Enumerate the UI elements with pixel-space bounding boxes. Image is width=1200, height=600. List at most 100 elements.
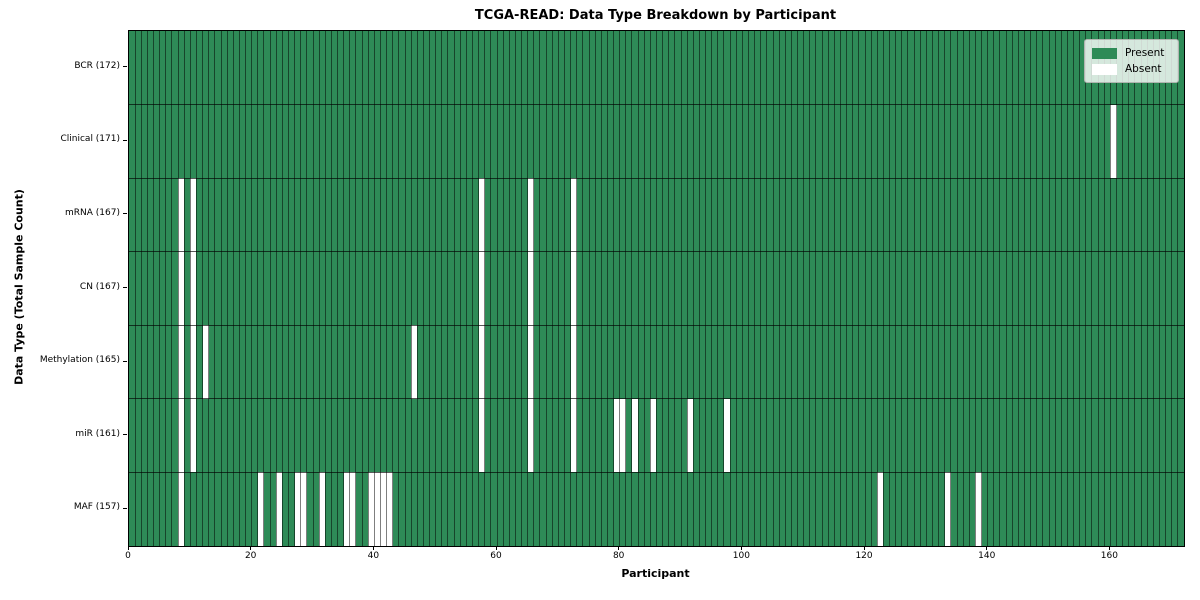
cell-divider-line [821,31,823,546]
cell-divider-line [876,31,878,546]
cell-divider-line [1060,31,1062,546]
absent-bar [178,251,185,326]
cell-divider-line [312,31,314,546]
x-tick-label: 60 [490,551,502,561]
cell-divider-line [600,31,602,546]
cell-divider-line [251,31,253,546]
cell-divider-line [459,31,461,546]
cell-divider-line [1146,31,1148,546]
cell-divider-line [956,31,958,546]
y-tick-label: MAF (157) [73,502,120,513]
x-tick-mark [1108,546,1110,550]
x-tick-mark [863,546,865,550]
cell-divider-line [649,31,651,546]
cell-divider-line [987,31,989,546]
cell-divider-line [324,31,326,546]
cell-divider-line [729,31,731,546]
cell-divider-line [1171,31,1173,546]
cell-divider-line [361,31,363,546]
cell-divider-line [306,31,308,546]
cell-divider-line [1152,31,1154,546]
cell-divider-line [1054,31,1056,546]
cell-divider-line [809,31,811,546]
absent-bar [276,472,283,546]
absent-bar [380,472,387,546]
cell-divider-line [484,31,486,546]
cell-divider-line [183,31,185,546]
cell-divider-line [705,31,707,546]
cell-divider-line [741,31,743,546]
absent-bar [570,398,577,473]
row-divider-line [129,104,1184,106]
absent-bar [294,472,301,546]
cell-divider-line [146,31,148,546]
cell-divider-line [392,31,394,546]
cell-divider-line [594,31,596,546]
cell-divider-line [1128,31,1130,546]
cell-divider-line [214,31,216,546]
cell-divider-line [582,31,584,546]
cell-divider-line [870,31,872,546]
absent-bar [319,472,326,546]
legend: Present Absent [1084,39,1179,83]
cell-divider-line [907,31,909,546]
row-divider-line [129,251,1184,253]
cell-divider-line [846,31,848,546]
absent-bar [631,398,639,473]
x-tick-mark [986,546,988,550]
absent-bar [650,398,657,473]
cell-divider-line [797,31,799,546]
cell-divider-line [895,31,897,546]
x-tick-label: 140 [978,551,996,561]
absent-bar [527,398,534,473]
absent-bar [613,398,620,473]
absent-bar [190,178,197,252]
y-tick-label: mRNA (167) [65,207,120,218]
cell-divider-line [662,31,664,546]
cell-divider-line [165,31,167,546]
cell-divider-line [827,31,829,546]
cell-divider-line [1005,31,1007,546]
cell-divider-line [981,31,983,546]
cell-divider-line [643,31,645,546]
cell-divider-line [508,31,510,546]
absent-bar [527,178,534,252]
absent-bar [411,325,418,399]
cell-divider-line [337,31,339,546]
cell-divider-line [570,31,572,546]
cell-divider-line [1116,31,1118,546]
y-tick-mark [123,287,127,288]
absent-bar [1110,104,1117,179]
absent-bar [619,398,626,473]
absent-bar [975,472,982,546]
cell-divider-line [263,31,265,546]
cell-divider-line [938,31,940,546]
cell-divider-line [766,31,768,546]
x-tick-label: 160 [1100,551,1118,561]
cell-divider-line [692,31,694,546]
absent-bar [343,472,350,546]
cell-divider-line [514,31,516,546]
cell-divider-line [711,31,713,546]
y-tick-label: BCR (172) [74,60,120,71]
cell-divider-line [521,31,523,546]
y-tick-label: Clinical (171) [60,134,120,145]
cell-divider-line [257,31,259,546]
cell-divider-line [748,31,749,546]
cell-divider-line [441,31,443,546]
cell-divider-line [404,31,406,546]
cell-divider-line [447,31,449,546]
absent-bar [178,325,185,399]
cell-divider-line [502,31,504,546]
cell-divider-line [386,31,388,546]
legend-entry-absent: Absent [1092,61,1170,77]
cell-divider-line [422,31,424,546]
cell-divider-line [1165,31,1167,546]
cell-divider-line [1042,31,1044,546]
absent-bar [570,251,577,326]
cell-divider-line [269,31,271,546]
cell-divider-line [208,31,210,546]
cell-divider-line [153,31,155,546]
cell-divider-line [778,31,780,546]
